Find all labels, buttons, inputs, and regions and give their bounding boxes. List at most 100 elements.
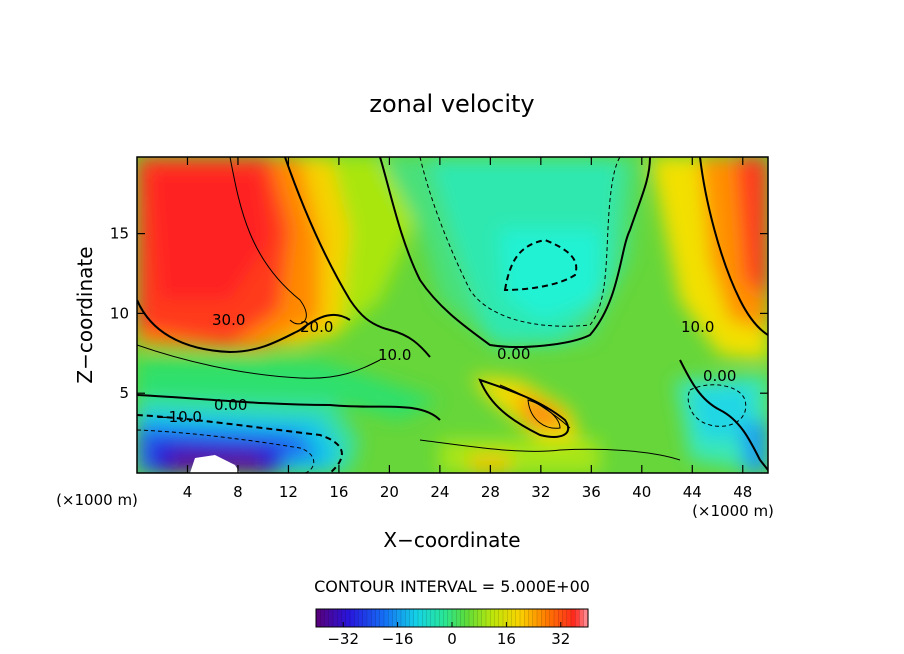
colorbar-tick-label: −32 — [327, 630, 359, 648]
x-tick-label: 40 — [632, 483, 651, 501]
colorbar-cell — [469, 609, 474, 627]
colorbar-cell — [430, 609, 436, 627]
colorbar-cell — [541, 609, 547, 627]
contour-label-neg10: −10.0 — [156, 408, 202, 426]
contour-label-20: 20.0 — [300, 318, 333, 336]
colorbar-cell — [354, 609, 360, 627]
x-tick-label: 4 — [183, 483, 193, 501]
colorbar-tick-label: 0 — [447, 630, 457, 648]
contour-label-0-left: 0.00 — [214, 396, 247, 414]
x-unit-label-right: (×1000 m) — [692, 502, 774, 520]
contour-label-0-right: 0.00 — [703, 367, 736, 385]
contour-neg10-lower — [137, 414, 343, 473]
colorbar-cell — [549, 609, 555, 627]
contour-interval-label: CONTOUR INTERVAL = 5.000E+00 — [314, 577, 590, 596]
colorbar-cell — [503, 609, 508, 627]
colorbar-cell — [486, 609, 491, 627]
plot-frame — [136, 156, 769, 474]
colorbar-cell — [507, 609, 513, 627]
colorbar-cell — [545, 609, 551, 627]
contour-label-10-right: 10.0 — [681, 318, 714, 336]
colorbar-cell — [388, 609, 394, 627]
colorbar-cell — [447, 609, 453, 627]
contour-10-right — [699, 157, 768, 336]
colorbar-cell — [384, 609, 389, 627]
x-tick-label: 32 — [531, 483, 550, 501]
colorbar-cell — [571, 609, 576, 627]
contour-25-center — [527, 399, 561, 429]
colorbar-cell — [494, 609, 500, 627]
colorbar-cell — [350, 609, 355, 627]
x-tick-label: 24 — [430, 483, 449, 501]
colorbar-cell — [426, 609, 432, 627]
colorbar-cell — [579, 609, 585, 627]
x-tick-label: 48 — [733, 483, 752, 501]
chart-title: zonal velocity — [369, 90, 534, 118]
contour-0-right — [679, 359, 768, 471]
x-tick-label: 20 — [380, 483, 399, 501]
colorbar-cell — [337, 609, 343, 627]
y-tick-label: 15 — [110, 225, 129, 243]
contour-neg10-upper — [503, 238, 578, 292]
colorbar-cell — [435, 609, 440, 627]
colorbar-cell — [316, 609, 321, 627]
x-tick-label: 44 — [683, 483, 702, 501]
colorbar-cell — [328, 609, 334, 627]
field-blobs — [137, 157, 768, 473]
contour-label-30: 30.0 — [212, 311, 245, 329]
blob-low-green — [137, 360, 440, 420]
colorbar-tick-label: 16 — [497, 630, 516, 648]
colorbar-cell — [473, 609, 479, 627]
colorbar-cell — [554, 609, 559, 627]
colorbar-cell — [422, 609, 428, 627]
colorbar-cell — [583, 609, 589, 627]
contour-0 — [379, 157, 651, 348]
colorbar-cell — [490, 609, 496, 627]
colorbar-cell — [418, 609, 423, 627]
colorbar-cell — [341, 609, 347, 627]
x-tick-label: 12 — [279, 483, 298, 501]
blob-bottom-yellowgreen — [440, 440, 600, 473]
colorbar-cell — [409, 609, 415, 627]
colorbar-cell — [324, 609, 330, 627]
x-tick-label: 8 — [233, 483, 243, 501]
contour-15 — [137, 344, 381, 379]
x-unit-label-left: (×1000 m) — [56, 491, 138, 509]
blob-center-orange — [515, 392, 565, 428]
y-tick-label: 10 — [110, 304, 129, 322]
colorbar-cell — [558, 609, 564, 627]
contour-0-lower — [137, 394, 441, 421]
colorbar-cell — [566, 609, 572, 627]
x-tick-label: 16 — [329, 483, 348, 501]
colorbar-cell — [481, 609, 487, 627]
y-axis-label: Z−coordinate — [73, 246, 97, 383]
colorbar-cell — [562, 609, 568, 627]
colorbar-cell — [464, 609, 470, 627]
y-tick-label: 5 — [119, 384, 129, 402]
blob-cyan — [500, 230, 600, 320]
colorbar-cell — [460, 609, 466, 627]
colorbar-cell — [358, 609, 364, 627]
colorbar-cell — [511, 609, 517, 627]
colorbar-cell — [439, 609, 445, 627]
contour-label-0-center: 0.00 — [497, 345, 530, 363]
colorbar-cell — [515, 609, 521, 627]
contour-5-lower — [419, 439, 681, 461]
colorbar-cell — [392, 609, 398, 627]
colorbar-cell — [456, 609, 462, 627]
x-axis-label: X−coordinate — [383, 528, 520, 552]
colorbar-cell — [345, 609, 351, 627]
colorbar-cells — [315, 609, 589, 627]
filled-field — [137, 157, 768, 473]
blob-right-red — [735, 157, 768, 300]
contour-neg5 — [419, 157, 621, 327]
y-axis-ticks: 5 10 15 — [110, 225, 768, 402]
colorbar-cell — [477, 609, 483, 627]
colorbar-cell — [371, 609, 377, 627]
missing-data-patch — [190, 455, 240, 473]
colorbar-cell — [537, 609, 542, 627]
colorbar-cell — [532, 609, 538, 627]
colorbar-cell — [375, 609, 381, 627]
colorbar-cell — [498, 609, 504, 627]
